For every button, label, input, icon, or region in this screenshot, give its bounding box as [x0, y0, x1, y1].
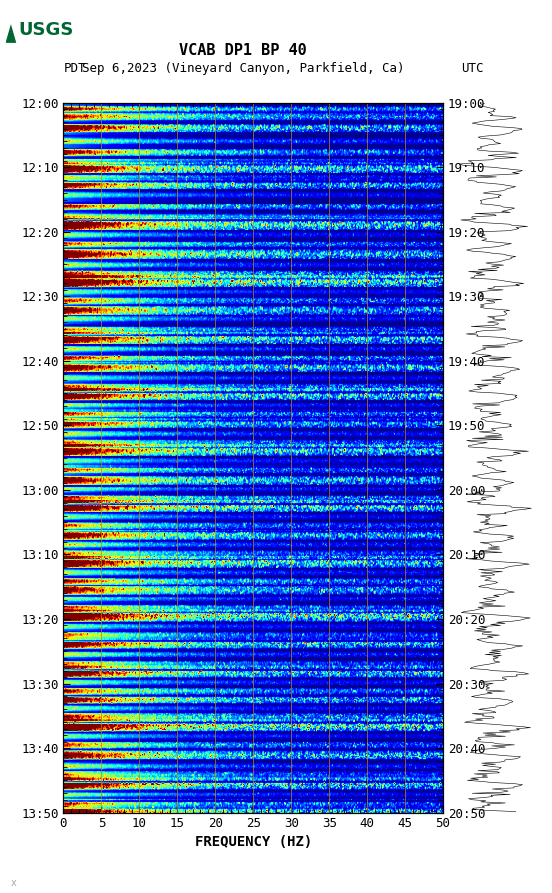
Text: Sep 6,2023 (Vineyard Canyon, Parkfield, Ca): Sep 6,2023 (Vineyard Canyon, Parkfield, … [82, 63, 404, 75]
Text: VCAB DP1 BP 40: VCAB DP1 BP 40 [179, 43, 307, 57]
Text: USGS: USGS [18, 21, 74, 39]
Text: x: x [11, 878, 17, 888]
Text: PDT: PDT [63, 63, 86, 75]
X-axis label: FREQUENCY (HZ): FREQUENCY (HZ) [195, 835, 312, 848]
Text: UTC: UTC [461, 63, 484, 75]
Polygon shape [6, 24, 17, 43]
